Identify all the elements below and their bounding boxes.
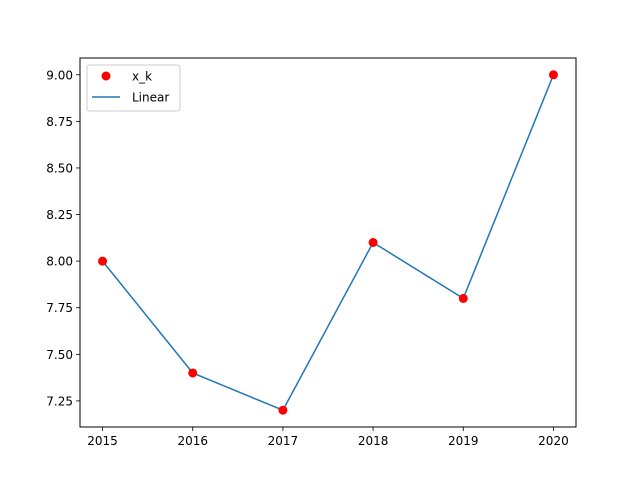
legend-label-linear: Linear: [132, 91, 169, 105]
legend-marker-x-k: [101, 71, 111, 81]
y-tick-label: 7.25: [46, 394, 73, 408]
y-tick-label: 7.50: [46, 348, 73, 362]
x-axis: 2015 2016 2017 2018 2019 2020: [87, 427, 569, 448]
data-point-x-k: [278, 405, 288, 415]
x-tick-label: 2017: [268, 434, 299, 448]
x-tick-label: 2015: [87, 434, 118, 448]
x-tick-label: 2020: [538, 434, 569, 448]
x-tick-label: 2018: [358, 434, 389, 448]
x-tick-label: 2019: [448, 434, 479, 448]
y-tick-label: 7.75: [46, 301, 73, 315]
data-point-x-k: [368, 238, 378, 247]
y-tick-label: 8.75: [46, 115, 73, 129]
y-tick-label: 8.00: [46, 255, 73, 269]
x-tick-label: 2016: [177, 434, 208, 448]
data-point-x-k: [188, 368, 198, 378]
data-point-x-k: [458, 293, 468, 303]
y-tick-label: 9.00: [46, 68, 73, 82]
data-point-x-k: [98, 256, 108, 266]
axes-frame: [79, 57, 577, 428]
y-tick-label: 8.50: [46, 161, 73, 175]
legend: x_k Linear: [86, 64, 181, 112]
data-point-x-k: [548, 70, 558, 80]
y-tick-label: 8.25: [46, 208, 73, 222]
plot-area: [98, 70, 558, 415]
legend-label-x-k: x_k: [132, 70, 152, 84]
series-line-linear: [101, 74, 555, 412]
y-axis: 7.25 7.50 7.75 8.00 8.25 8.50 8.75 9.00: [46, 68, 80, 408]
